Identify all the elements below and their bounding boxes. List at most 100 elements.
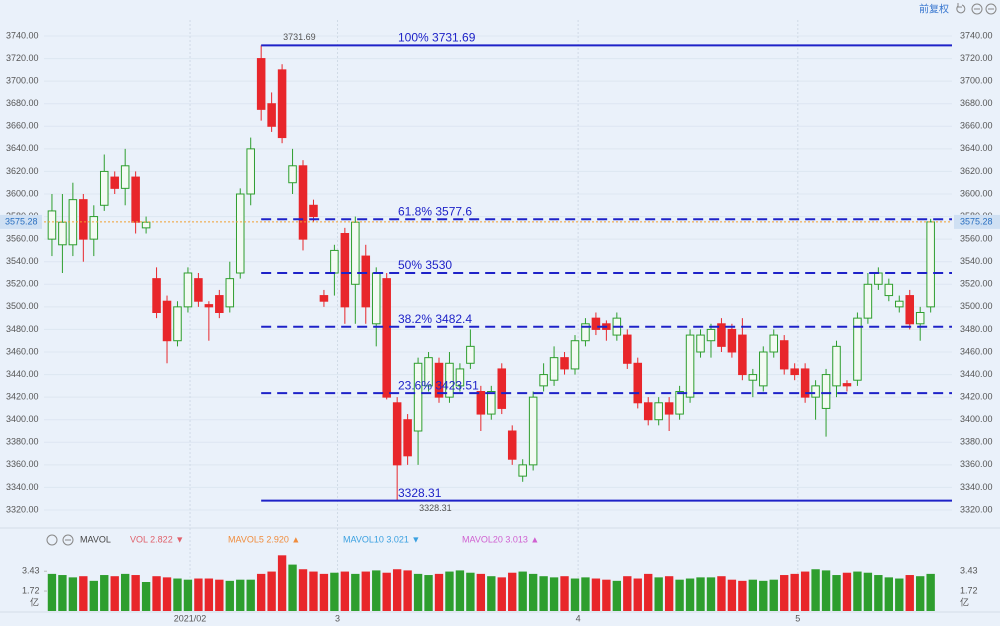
volume-bar: [319, 573, 329, 611]
volume-bar: [194, 578, 203, 611]
y-tick-label-right: 3360.00: [960, 459, 993, 469]
volume-bar: [277, 555, 287, 611]
volume-bar: [173, 578, 182, 611]
candle-body: [382, 278, 391, 398]
candle-body: [905, 295, 915, 325]
fib-label: 50% 3530: [398, 258, 452, 272]
candle-body: [194, 278, 203, 302]
candle-body: [466, 345, 475, 364]
candle-body: [476, 391, 486, 415]
volume-bar: [905, 575, 914, 611]
volume-title: MAVOL: [80, 534, 111, 544]
volume-bar: [340, 571, 350, 611]
candle-body: [717, 323, 726, 347]
low-annotation: 3328.31: [419, 503, 452, 513]
toolbar-button[interactable]: 前复权: [919, 3, 949, 16]
fib-label: 38.2% 3482.4: [398, 312, 472, 326]
candle-body: [340, 233, 350, 308]
candle-body: [47, 210, 57, 240]
high-annotation: 3731.69: [283, 32, 316, 42]
volume-bar: [58, 575, 67, 611]
candle-body: [895, 300, 904, 308]
volume-bar: [800, 571, 810, 611]
candle-body: [256, 58, 266, 110]
volume-bar: [916, 576, 925, 611]
volume-bar: [654, 577, 663, 611]
candle-body: [811, 385, 820, 398]
volume-bar: [298, 569, 308, 611]
x-tick-label: 4: [576, 613, 581, 623]
zoom-in-icon[interactable]: [985, 3, 997, 15]
volume-bar: [664, 576, 674, 611]
close-icon[interactable]: [62, 534, 74, 546]
x-tick-label: 3: [335, 613, 340, 623]
candle-body: [915, 312, 925, 325]
volume-bar: [863, 572, 873, 611]
volume-bar: [853, 571, 862, 611]
volume-tick-label: 3.43: [22, 566, 40, 576]
volume-bar: [528, 573, 538, 611]
y-tick-label: 3560.00: [6, 234, 39, 244]
volume-legend-item: MAVOL20 3.013 ▲: [462, 534, 539, 544]
candle-body: [204, 304, 214, 308]
y-tick-label-right: 3660.00: [960, 121, 993, 131]
candle-body: [863, 283, 873, 319]
volume-bar: [372, 570, 381, 611]
volume-bar: [560, 576, 569, 611]
y-tick-label-right: 3680.00: [960, 98, 993, 108]
volume-bar: [497, 577, 506, 611]
y-tick-label-right: 3600.00: [960, 188, 993, 198]
y-tick-label-right: 3380.00: [960, 437, 993, 447]
candle-body: [549, 357, 559, 381]
y-tick-label-right: 3420.00: [960, 392, 993, 402]
volume-bar: [895, 578, 904, 611]
volume-bar: [738, 580, 747, 611]
fib-label: 23.6% 3423.51: [398, 378, 479, 392]
zoom-out-icon[interactable]: [971, 3, 983, 15]
y-tick-label: 3360.00: [6, 459, 39, 469]
y-tick-label-right: 3620.00: [960, 166, 993, 176]
volume-bar: [476, 573, 486, 611]
candle-body: [413, 362, 423, 432]
undo-icon[interactable]: [956, 3, 966, 14]
y-tick-label: 3420.00: [6, 392, 39, 402]
fib-label: 3328.31: [398, 486, 442, 500]
y-tick-label: 3320.00: [6, 504, 39, 514]
settings-icon[interactable]: [46, 534, 58, 546]
volume-bar: [162, 577, 172, 611]
candle-body: [403, 419, 412, 457]
candle-body: [277, 69, 287, 139]
y-tick-label-right: 3640.00: [960, 143, 993, 153]
candle-body: [497, 368, 507, 409]
fib-label: 61.8% 3577.6: [398, 204, 472, 218]
y-tick-label-right: 3560.00: [960, 234, 993, 244]
candle-body: [518, 464, 527, 477]
volume-bar: [748, 579, 758, 611]
volume-bar: [100, 575, 109, 611]
volume-bar: [445, 571, 454, 611]
volume-legend-item: MAVOL5 2.920 ▲: [228, 534, 300, 544]
candle-body: [215, 295, 224, 314]
volume-bar: [68, 577, 78, 611]
candle-body: [131, 176, 140, 223]
y-tick-label-right: 3500.00: [960, 301, 993, 311]
candle-body: [664, 402, 674, 415]
candle-body: [623, 334, 632, 364]
volume-bar: [267, 571, 276, 611]
volume-bar: [780, 575, 789, 611]
volume-bar: [769, 579, 778, 611]
volume-bar: [288, 564, 297, 611]
x-tick-label: 2021/02: [174, 613, 207, 623]
volume-bar: [246, 579, 255, 611]
volume-bar: [508, 572, 517, 611]
volume-bar: [424, 575, 433, 611]
y-tick-label-right: 3340.00: [960, 482, 993, 492]
candle-body: [79, 199, 88, 240]
volume-bar: [413, 573, 423, 611]
volume-icons: [46, 534, 74, 546]
volume-bar: [675, 579, 684, 611]
y-tick-label-right: 3700.00: [960, 76, 993, 86]
y-tick-label: 3340.00: [6, 482, 39, 492]
y-tick-label: 3440.00: [6, 369, 39, 379]
